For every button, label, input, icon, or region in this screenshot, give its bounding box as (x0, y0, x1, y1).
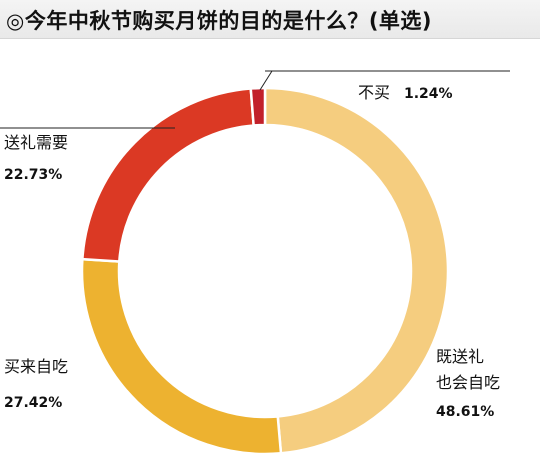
slice-label-1-line-0: 买来自吃 (4, 357, 68, 376)
chart-title: ◎今年中秋节购买月饼的目的是什么？(单选) (6, 9, 433, 33)
slice-value-3: 1.24% (404, 86, 453, 102)
donut-slices (80, 86, 450, 456)
slice-label-0-line-1: 也会自吃 (436, 373, 500, 392)
leader-line-3 (259, 70, 273, 91)
title-bar: ◎今年中秋节购买月饼的目的是什么？(单选) (0, 0, 540, 39)
slice-label-0-line-0: 既送礼 (436, 347, 484, 366)
donut-slice-1 (80, 257, 283, 456)
donut-slice-2 (81, 87, 255, 263)
donut-slice-0 (263, 86, 450, 455)
slice-value-0: 48.61% (436, 404, 494, 420)
donut-slice-3 (249, 86, 267, 127)
leader-lines (0, 70, 510, 129)
slice-value-1: 27.42% (4, 395, 62, 411)
slice-label-3-line-0: 不买 (358, 83, 390, 102)
slice-value-2: 22.73% (4, 167, 62, 183)
slice-label-2-line-0: 送礼需要 (4, 133, 68, 152)
